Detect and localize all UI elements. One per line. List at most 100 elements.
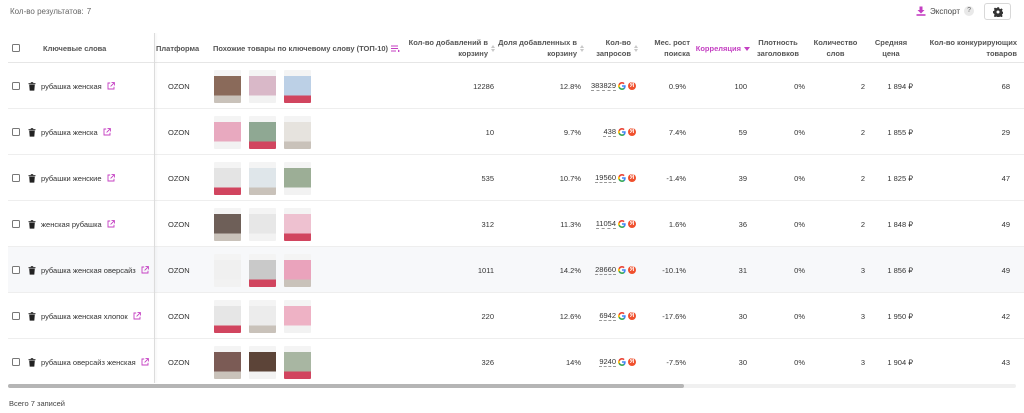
external-link-icon[interactable] <box>107 82 115 90</box>
product-thumbnail[interactable] <box>214 69 241 103</box>
row-checkbox[interactable] <box>12 266 20 274</box>
filter-lines-icon[interactable] <box>391 45 401 52</box>
product-thumbnail[interactable] <box>249 161 276 195</box>
product-thumbnail[interactable] <box>284 207 311 241</box>
google-icon[interactable] <box>618 312 626 320</box>
external-link-icon[interactable] <box>133 312 141 320</box>
keyword-text[interactable]: рубашки женские <box>41 173 102 183</box>
product-thumbnail[interactable] <box>284 253 311 287</box>
google-icon[interactable] <box>618 358 626 366</box>
yandex-icon[interactable]: Я <box>628 174 636 182</box>
product-thumbnail[interactable] <box>284 69 311 103</box>
keyword-text[interactable]: женская рубашка <box>41 219 102 229</box>
settings-button[interactable] <box>984 3 1011 20</box>
product-thumbnail[interactable] <box>284 161 311 195</box>
keyword-text[interactable]: рубашка женска <box>41 127 98 137</box>
product-thumbnail[interactable] <box>214 253 241 287</box>
trash-icon[interactable] <box>28 357 36 367</box>
row-checkbox[interactable] <box>12 82 20 90</box>
scrollbar-thumb[interactable] <box>8 384 684 388</box>
col-keywords[interactable]: Ключевые слова <box>43 33 148 63</box>
product-thumbnail[interactable] <box>214 161 241 195</box>
product-thumbnail[interactable] <box>249 115 276 149</box>
keyword-text[interactable]: рубашка оверсайз женская <box>41 357 136 367</box>
requests-value[interactable]: 9240 <box>599 357 616 367</box>
col-competitors[interactable]: Кол-во конкурирующих товаров <box>913 33 1017 63</box>
google-icon[interactable] <box>618 220 626 228</box>
requests-value[interactable]: 438 <box>603 127 616 137</box>
external-link-icon[interactable] <box>107 220 115 228</box>
product-thumbnail[interactable] <box>214 115 241 149</box>
yandex-icon[interactable]: Я <box>628 220 636 228</box>
requests-value[interactable]: 383829 <box>590 81 616 91</box>
row-checkbox[interactable] <box>12 174 20 182</box>
yandex-icon[interactable]: Я <box>628 312 636 320</box>
row-checkbox[interactable] <box>12 220 20 228</box>
google-icon[interactable] <box>618 174 626 182</box>
trash-icon[interactable] <box>28 265 36 275</box>
yandex-icon[interactable]: Я <box>628 358 636 366</box>
product-thumbnail[interactable] <box>249 207 276 241</box>
requests-value[interactable]: 11054 <box>595 219 616 229</box>
col-growth[interactable]: Мес. рост поиска <box>638 33 690 63</box>
trash-icon[interactable] <box>28 127 36 137</box>
col-platform[interactable]: Платформа <box>156 33 206 63</box>
keyword-text[interactable]: рубашка женская <box>41 81 102 91</box>
col-cart-share[interactable]: Доля добавленных в корзину <box>496 33 584 63</box>
trash-icon[interactable] <box>28 173 36 183</box>
product-thumbnail[interactable] <box>249 345 276 379</box>
similar-products-cell <box>214 339 394 383</box>
density-value: 0% <box>794 311 805 321</box>
product-thumbnail[interactable] <box>214 345 241 379</box>
product-thumbnail[interactable] <box>249 299 276 333</box>
col-requests[interactable]: Кол-во запросов <box>586 33 638 63</box>
google-icon[interactable] <box>618 266 626 274</box>
requests-value[interactable]: 19560 <box>595 173 616 183</box>
col-similar[interactable]: Похожие товары по ключевому слову (ТОП-1… <box>213 33 408 63</box>
yandex-icon[interactable]: Я <box>628 82 636 90</box>
col-title-density[interactable]: Плотность заголовков <box>753 33 803 63</box>
product-thumbnail[interactable] <box>284 345 311 379</box>
platform-text: OZON <box>168 219 190 229</box>
requests-value[interactable]: 6942 <box>599 311 616 321</box>
col-avg-price[interactable]: Средняя цена <box>866 33 916 63</box>
product-thumbnail[interactable] <box>249 69 276 103</box>
help-icon[interactable]: ? <box>964 6 975 16</box>
select-all-checkbox[interactable] <box>12 44 20 52</box>
col-cart-adds[interactable]: Кол-во добавлений в корзину <box>403 33 495 63</box>
keyword-text[interactable]: рубашка женская хлопок <box>41 311 128 321</box>
row-checkbox[interactable] <box>12 128 20 136</box>
col-correlation[interactable]: Корреляция <box>690 33 750 63</box>
sort-icon[interactable] <box>634 44 638 52</box>
google-icon[interactable] <box>618 128 626 136</box>
sort-icon[interactable] <box>491 44 495 52</box>
product-thumbnail[interactable] <box>284 115 311 149</box>
row-checkbox[interactable] <box>12 312 20 320</box>
external-link-icon[interactable] <box>141 266 149 274</box>
horizontal-scrollbar[interactable] <box>8 384 1016 388</box>
row-checkbox[interactable] <box>12 358 20 366</box>
yandex-icon[interactable]: Я <box>628 128 636 136</box>
cart-adds-cell: 10 <box>403 109 494 155</box>
external-link-icon[interactable] <box>141 358 149 366</box>
trash-icon[interactable] <box>28 219 36 229</box>
product-thumbnail[interactable] <box>284 299 311 333</box>
col-word-count[interactable]: Количество слов <box>808 33 863 63</box>
requests-value[interactable]: 28660 <box>595 265 616 275</box>
export-button[interactable]: Экспорт ? <box>916 6 975 16</box>
trash-icon[interactable] <box>28 311 36 321</box>
keyword-text[interactable]: рубашка женская оверсайз <box>41 265 136 275</box>
product-thumbnail[interactable] <box>249 253 276 287</box>
trash-icon[interactable] <box>28 81 36 91</box>
product-thumbnail[interactable] <box>214 207 241 241</box>
sort-icon[interactable] <box>580 44 584 52</box>
product-thumbnail[interactable] <box>214 299 241 333</box>
sort-desc-icon[interactable] <box>744 47 750 51</box>
keywords-table: Ключевые слова Платформа Похожие товары … <box>8 33 1024 383</box>
external-link-icon[interactable] <box>103 128 111 136</box>
yandex-icon[interactable]: Я <box>628 266 636 274</box>
competitors-value: 47 <box>1001 173 1010 183</box>
google-icon[interactable] <box>618 82 626 90</box>
external-link-icon[interactable] <box>107 174 115 182</box>
avg-price-value: 1 848 ₽ <box>887 219 913 229</box>
